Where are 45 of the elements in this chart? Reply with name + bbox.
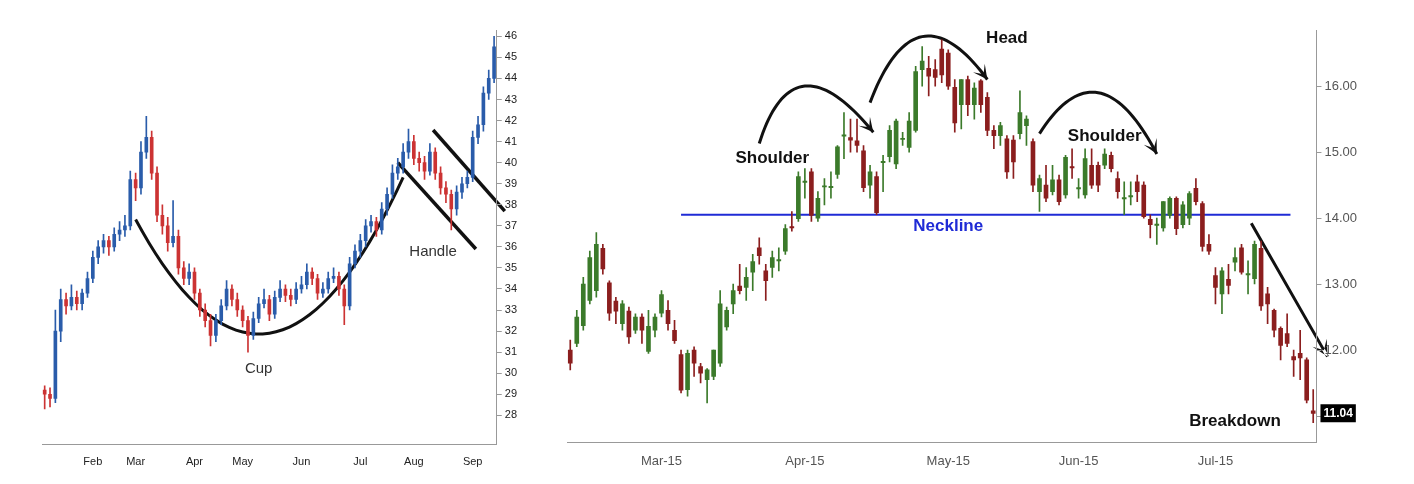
y-tick-label: 44 — [504, 71, 518, 84]
x-tick-label: Jul-15 — [1197, 452, 1234, 468]
y-tick-label: 16.00 — [1324, 77, 1358, 93]
ref-line-label: Neckline — [913, 215, 984, 235]
x-tick-label: Jul — [353, 455, 368, 468]
y-tick-label: 34 — [504, 282, 518, 295]
y-tick-label: 30 — [504, 366, 518, 379]
x-tick-label: Mar-15 — [640, 452, 683, 468]
y-tick-label: 41 — [504, 134, 518, 147]
y-tick-label: 12.00 — [1324, 341, 1358, 357]
annotation: Head — [986, 28, 1028, 48]
x-tick-label: Jun-15 — [1058, 452, 1099, 468]
y-tick-label: 29 — [504, 387, 518, 400]
y-tick-label: 37 — [504, 218, 518, 231]
x-tick-label: Jun — [292, 455, 311, 468]
annotation: Cup — [244, 359, 273, 377]
y-tick-label: 35 — [504, 260, 518, 273]
y-tick-label: 28 — [504, 408, 518, 421]
y-tick-label: 13.00 — [1324, 275, 1358, 291]
y-tick-label: 36 — [504, 239, 518, 252]
y-tick-label: 15.00 — [1324, 143, 1358, 159]
y-tick-label: 14.00 — [1324, 209, 1358, 225]
annotation: Shoulder — [1067, 125, 1142, 145]
y-tick-label: 32 — [504, 324, 518, 337]
y-tick-label: 40 — [504, 155, 518, 168]
x-tick-label: Aug — [404, 455, 424, 468]
x-tick-label: Feb — [83, 455, 103, 468]
x-tick-label: Apr — [185, 455, 204, 468]
x-tick-label: May-15 — [926, 452, 970, 468]
x-tick-label: Sep — [462, 455, 483, 468]
y-tick-label: 42 — [504, 113, 518, 126]
y-tick-label: 39 — [504, 176, 518, 189]
text: 11.04 — [1323, 405, 1354, 420]
y-tick-label: 45 — [504, 50, 518, 63]
y-tick-label: 31 — [504, 345, 518, 358]
y-tick-label: 46 — [504, 29, 518, 42]
y-tick-label: 33 — [504, 303, 518, 316]
y-tick-label: 38 — [504, 197, 518, 210]
x-tick-label: Apr-15 — [785, 452, 825, 468]
annotation: Breakdown — [1189, 410, 1281, 430]
x-tick-label: Mar — [126, 455, 146, 468]
x-tick-label: May — [232, 455, 254, 468]
annotation: Handle — [409, 242, 457, 260]
y-tick-label: 43 — [504, 92, 518, 105]
annotation: Shoulder — [735, 148, 810, 168]
